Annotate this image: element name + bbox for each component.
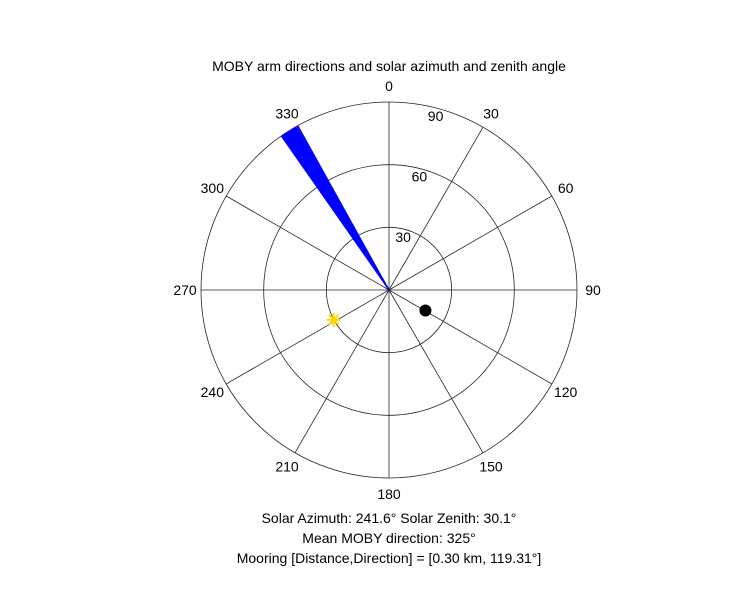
arm-direction-line [297,125,390,291]
angle-tick-label: 300 [201,180,225,196]
angle-tick-label: 270 [173,282,197,298]
mooring-marker [419,304,432,317]
markers [326,304,432,327]
sun-disk [330,316,338,324]
chart-title: MOBY arm directions and solar azimuth an… [212,58,566,74]
info-text: Solar Azimuth: 241.6° Solar Zenith: 30.1… [237,510,542,566]
angle-tick-label: 120 [554,384,578,400]
range-ring [200,101,578,479]
angle-tick-label: 30 [483,105,499,121]
spoke-line [294,289,390,454]
angle-tick-label: 0 [385,78,393,94]
radial-tick-label: 90 [428,108,444,124]
info-line: Mean MOBY direction: 325° [302,530,475,546]
angle-tick-label: 240 [201,384,225,400]
info-line: Mooring [Distance,Direction] = [0.30 km,… [237,550,542,566]
sun-icon [326,312,341,327]
spoke-line [388,126,484,291]
info-line: Solar Azimuth: 241.6° Solar Zenith: 30.1… [262,510,517,526]
spoke-line [225,289,390,385]
tick-labels: 0 30 60 90 120 150 180 210 240 270 300 330 30 60 90 [173,78,601,502]
angle-tick-label: 180 [377,486,401,502]
angle-tick-label: 150 [479,459,503,475]
angle-tick-label: 330 [275,105,299,121]
arm-direction-series [280,125,390,291]
spoke-line [225,195,390,291]
angle-tick-label: 90 [585,282,601,298]
range-ring [263,164,515,416]
radial-tick-label: 30 [395,229,411,245]
range-ring [325,226,453,354]
spoke-line [388,195,553,291]
angle-tick-label: 210 [275,459,299,475]
spoke-line [388,289,484,454]
radial-tick-label: 60 [412,169,428,185]
angle-tick-label: 60 [558,180,574,196]
spoke-line [388,289,553,385]
